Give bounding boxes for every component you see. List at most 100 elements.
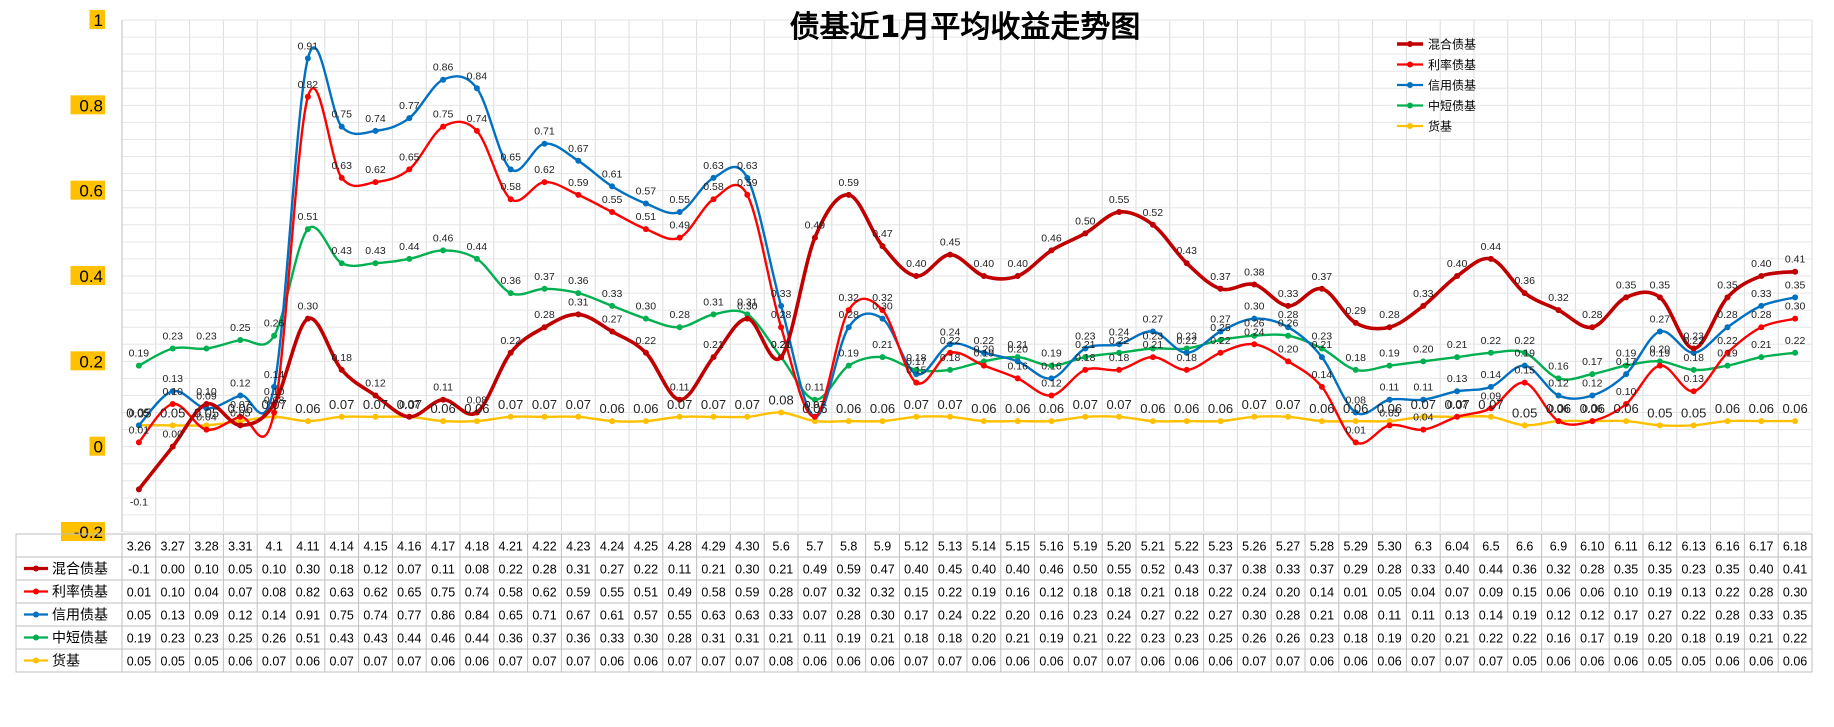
data-label: 0.07 — [735, 397, 760, 412]
data-label: 0.24 — [1109, 326, 1130, 338]
data-label: 0.08 — [1345, 395, 1366, 407]
table-series-name: 货基 — [52, 653, 80, 669]
data-label: 0.36 — [500, 275, 521, 287]
data-label: 0.35 — [1616, 279, 1637, 291]
data-label: 0.21 — [771, 339, 792, 351]
data-label: 0.30 — [1785, 301, 1806, 313]
data-point — [372, 413, 379, 420]
table-cell: 0.05 — [1513, 655, 1537, 669]
data-label: 0.16 — [1548, 360, 1569, 372]
table-cell: 0.06 — [1783, 655, 1807, 669]
x-category-label: 4.24 — [600, 540, 624, 554]
data-label: 0.22 — [1176, 335, 1197, 347]
data-label: 0.52 — [1143, 207, 1164, 219]
data-point — [169, 401, 176, 407]
table-cell: 0.23 — [194, 632, 218, 646]
table-cell: 0.59 — [566, 586, 590, 600]
table-cell: 0.20 — [1411, 632, 1435, 646]
data-label: 0.35 — [1717, 279, 1738, 291]
data-label: 0.21 — [1312, 339, 1333, 351]
table-cell: 0.22 — [938, 586, 962, 600]
data-label: 0.16 — [1007, 360, 1028, 372]
data-point — [1724, 418, 1731, 425]
data-label: 0.07 — [937, 397, 962, 412]
data-label: 0.01 — [129, 424, 150, 436]
data-point — [1420, 302, 1427, 309]
table-cell: 0.15 — [904, 586, 928, 600]
data-label: 0.01 — [1345, 424, 1366, 436]
table-cell: 0.30 — [634, 632, 658, 646]
data-label: 0.24 — [940, 326, 961, 338]
data-label: 0.46 — [433, 232, 454, 244]
legend-marker — [1407, 41, 1413, 47]
data-label: 0.06 — [1005, 401, 1030, 416]
data-label: 0.21 — [872, 339, 893, 351]
legend-marker — [1407, 61, 1413, 68]
table-cell: 0.28 — [1749, 586, 1773, 600]
data-point — [1048, 247, 1055, 254]
table-cell: 0.30 — [1783, 586, 1807, 600]
data-point — [1589, 371, 1596, 378]
data-point — [1183, 260, 1190, 267]
table-cell: 0.77 — [397, 609, 421, 623]
table-cell: 0.06 — [465, 655, 489, 669]
data-point — [1352, 409, 1359, 416]
data-label: 0.43 — [365, 245, 386, 257]
data-label: 0.07 — [397, 397, 422, 412]
table-cell: 0.35 — [1614, 563, 1638, 577]
data-point — [1116, 209, 1123, 215]
table-cell: 0.06 — [1039, 655, 1063, 669]
data-label: 0.57 — [636, 185, 657, 197]
table-cell: 0.21 — [769, 632, 793, 646]
data-label: 0.77 — [399, 100, 420, 112]
data-point — [947, 366, 954, 373]
data-point — [575, 311, 582, 318]
table-cell: 0.28 — [1377, 563, 1401, 577]
table-cell: 0.28 — [1580, 563, 1604, 577]
data-label: 0.12 — [365, 377, 386, 389]
table-cell: 0.05 — [1682, 655, 1706, 669]
x-category-label: 6.16 — [1715, 540, 1739, 554]
data-label: 0.35 — [1650, 279, 1671, 291]
data-label: 0.35 — [1785, 279, 1806, 291]
data-label: 0.19 — [1514, 348, 1535, 360]
table-cell: 0.06 — [431, 655, 455, 669]
data-label: 0.06 — [1582, 403, 1603, 415]
legend-marker — [1407, 102, 1413, 109]
data-label: 0.33 — [771, 288, 792, 300]
y-tick-highlight — [70, 266, 105, 285]
data-point — [1589, 324, 1596, 331]
data-point — [1149, 345, 1156, 352]
data-point — [1352, 418, 1359, 425]
data-label: 0.65 — [399, 151, 420, 163]
data-point — [135, 486, 142, 493]
data-point — [1690, 366, 1697, 373]
data-point — [1487, 349, 1494, 356]
table-cell: 0.07 — [1242, 655, 1266, 669]
table-cell: 0.12 — [1580, 609, 1604, 623]
y-tick-label: 0.6 — [79, 182, 103, 201]
table-cell: 0.35 — [1783, 609, 1807, 623]
table-cell: 0.05 — [228, 563, 252, 577]
table-cell: 0.58 — [499, 586, 523, 600]
data-point — [237, 337, 244, 343]
table-cell: 0.40 — [904, 563, 928, 577]
data-label: 0.28 — [534, 309, 555, 321]
data-label: 0.40 — [1447, 258, 1468, 270]
table-cell: 0.21 — [1445, 632, 1469, 646]
data-point — [507, 166, 514, 173]
table-cell: 0.06 — [1715, 655, 1739, 669]
data-label: 0.23 — [1176, 331, 1197, 343]
x-category-label: 5.22 — [1175, 540, 1199, 554]
table-cell: 0.22 — [972, 609, 996, 623]
y-tick-label: 0.4 — [79, 267, 103, 286]
data-point — [406, 115, 413, 122]
data-point — [879, 307, 886, 314]
table-cell: 0.11 — [431, 563, 454, 577]
data-point — [237, 413, 244, 420]
x-category-label: 4.29 — [701, 540, 725, 554]
data-label: 0.12 — [230, 377, 251, 389]
data-label: 0.28 — [1751, 309, 1772, 321]
data-point — [980, 349, 987, 356]
